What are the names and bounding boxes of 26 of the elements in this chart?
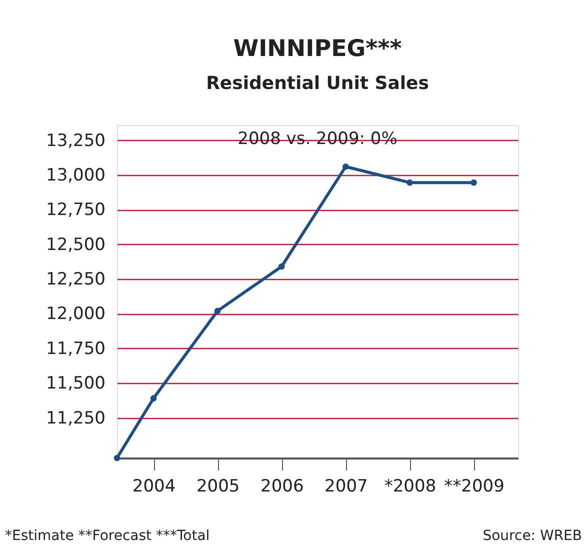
x-tick-label: *2008: [384, 476, 436, 496]
x-tick-label: 2005: [196, 476, 240, 496]
x-tick-label: **2009: [444, 476, 504, 496]
point: [214, 308, 221, 314]
x-tick-label: 2006: [260, 476, 304, 496]
y-tick-label: 13,000: [46, 165, 106, 186]
point: [470, 179, 477, 186]
y-tick-label: 13,250: [46, 130, 106, 151]
text: *Estimate **Forecast ***Total: [5, 528, 210, 544]
point: [278, 263, 285, 270]
point: [150, 395, 157, 402]
x-tick-label: 2007: [324, 476, 368, 496]
source-note: Source: WREB: [482, 528, 582, 544]
y-tick-label: 12,250: [46, 270, 106, 290]
chart-subtitle: Residential Unit Sales: [206, 73, 429, 94]
x-tick-label: 2004: [132, 476, 176, 496]
y-tick-label: 11,750: [46, 338, 106, 359]
y-tick-label: 12,000: [46, 304, 106, 324]
y-tick-label: 12,500: [46, 234, 106, 255]
y-tick-label: 11,500: [46, 374, 106, 394]
point: [406, 179, 413, 186]
point: [342, 163, 349, 170]
point: [114, 454, 120, 462]
chart-title: WINNIPEG***: [233, 36, 402, 62]
y-tick-label: 12,750: [46, 200, 106, 220]
y-tick-label: 11,250: [46, 408, 106, 428]
